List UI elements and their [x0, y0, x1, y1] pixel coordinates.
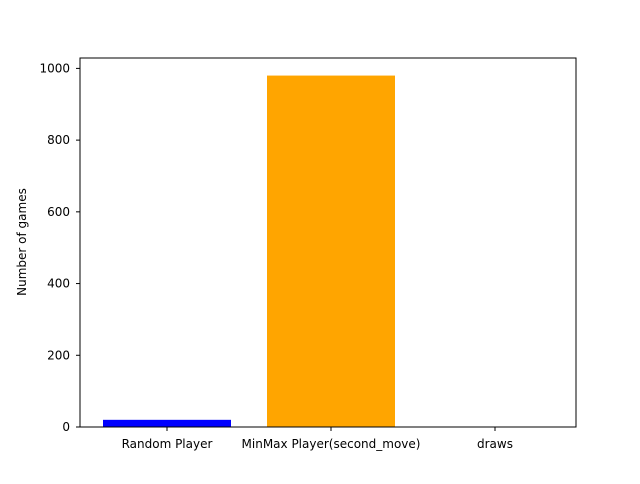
- y-tick-label-1: 200: [47, 348, 70, 362]
- y-tick-label-5: 1000: [39, 61, 70, 75]
- y-axis-ticks: 0 200 400 600 800 1000: [39, 61, 80, 434]
- y-tick-label-4: 800: [47, 133, 70, 147]
- bars-layer: [103, 75, 395, 428]
- bar-0: [103, 419, 231, 427]
- y-tick-label-2: 400: [47, 277, 70, 291]
- plot-area-frame: [79, 57, 577, 428]
- y-axis-label: Number of games: [15, 188, 29, 296]
- x-tick-label-2: draws: [477, 437, 513, 451]
- bar-1: [267, 75, 395, 428]
- x-tick-label-0: Random Player: [122, 437, 213, 451]
- x-tick-label-1: MinMax Player(second_move): [242, 437, 421, 451]
- y-tick-label-0: 0: [62, 420, 70, 434]
- x-axis-ticks: Random Player MinMax Player(second_move) d…: [122, 427, 513, 451]
- y-tick-label-3: 600: [47, 205, 70, 219]
